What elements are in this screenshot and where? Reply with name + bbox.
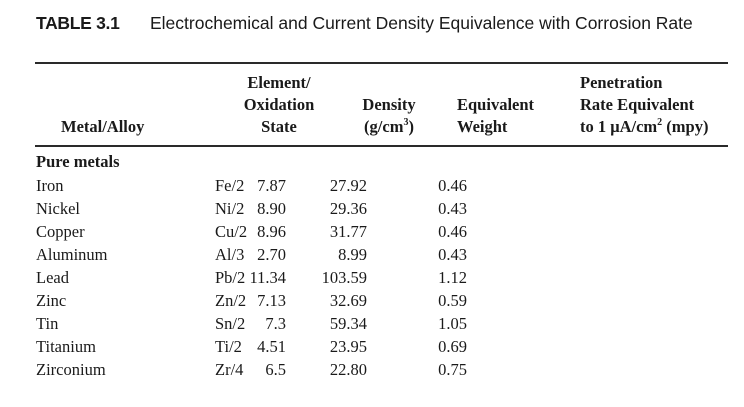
cell-equivalent-weight: 27.92 — [329, 176, 367, 195]
superscript: 2 — [657, 116, 663, 128]
table-body: Iron Fe/2 7.87 27.92 0.46 Nickel Ni/2 8.90 29.36… — [0, 174, 744, 381]
cell-penetration-rate: 0.46 — [438, 176, 467, 195]
header-unit-suffix: (mpy) — [662, 117, 709, 136]
table-row: Nickel Ni/2 8.90 29.36 0.43 — [0, 197, 744, 220]
cell-density: 6.5 — [265, 360, 286, 379]
cell-metal: Aluminum — [36, 245, 108, 264]
cell-metal: Titanium — [36, 337, 96, 356]
cell-oxidation-state: Pb/2 — [215, 268, 246, 287]
cell-density: 2.70 — [257, 245, 286, 264]
cell-metal: Zinc — [36, 291, 67, 310]
cell-equivalent-weight: 59.34 — [329, 314, 367, 333]
cell-oxidation-state: Fe/2 — [215, 176, 245, 195]
cell-penetration-rate: 0.59 — [438, 291, 467, 310]
cell-penetration-rate: 0.75 — [438, 360, 467, 379]
header-line: State — [261, 117, 297, 136]
header-density: Density (g/cm3) — [357, 94, 421, 138]
cell-equivalent-weight: 32.69 — [329, 291, 367, 310]
cell-metal: Nickel — [36, 199, 80, 218]
cell-density: 7.87 — [257, 176, 286, 195]
cell-metal: Zirconium — [36, 360, 106, 379]
table-row: Aluminum Al/3 2.70 8.99 0.43 — [0, 243, 744, 266]
cell-penetration-rate: 0.43 — [438, 245, 467, 264]
cell-density: 8.96 — [257, 222, 286, 241]
header-line: to 1 μA/cm2 (mpy) — [580, 116, 708, 138]
header-equivalent-weight: Equivalent Weight — [457, 94, 534, 138]
header-unit: to 1 μA/cm — [580, 117, 658, 136]
cell-metal: Tin — [36, 314, 59, 333]
cell-penetration-rate: 1.12 — [438, 268, 467, 287]
cell-equivalent-weight: 8.99 — [338, 245, 367, 264]
cell-metal: Lead — [36, 268, 69, 287]
table-row: Zinc Zn/2 7.13 32.69 0.59 — [0, 289, 744, 312]
header-line: Density — [362, 95, 416, 114]
header-metal-alloy: Metal/Alloy — [61, 116, 144, 138]
header-line: Metal/Alloy — [61, 117, 145, 136]
section-label-pure-metals: Pure metals — [36, 152, 120, 171]
header-line: (g/cm3) — [357, 116, 421, 138]
header-line: Penetration — [580, 73, 663, 92]
cell-equivalent-weight: 23.95 — [329, 337, 367, 356]
table-number: TABLE 3.1 — [36, 13, 120, 33]
header-line: Element/ — [247, 73, 311, 92]
cell-penetration-rate: 0.69 — [438, 337, 467, 356]
cell-penetration-rate: 0.43 — [438, 199, 467, 218]
cell-oxidation-state: Ti/2 — [215, 337, 242, 356]
table-row: Copper Cu/2 8.96 31.77 0.46 — [0, 220, 744, 243]
header-unit-close: ) — [408, 117, 414, 136]
table-row: Titanium Ti/2 4.51 23.95 0.69 — [0, 335, 744, 358]
header-line: Rate Equivalent — [580, 95, 695, 114]
cell-penetration-rate: 0.46 — [438, 222, 467, 241]
table-row: Zirconium Zr/4 6.5 22.80 0.75 — [0, 358, 744, 381]
header-line: Oxidation — [243, 95, 315, 114]
cell-density: 7.13 — [257, 291, 286, 310]
cell-penetration-rate: 1.05 — [438, 314, 467, 333]
table-row: Tin Sn/2 7.3 59.34 1.05 — [0, 312, 744, 335]
cell-oxidation-state: Al/3 — [215, 245, 245, 264]
top-rule — [35, 62, 728, 64]
header-unit: (g/cm — [364, 117, 404, 136]
cell-metal: Copper — [36, 222, 85, 241]
table-row: Lead Pb/2 11.34 103.59 1.12 — [0, 266, 744, 289]
table-title: Electrochemical and Current Density Equi… — [150, 13, 693, 33]
cell-oxidation-state: Zr/4 — [215, 360, 244, 379]
cell-density: 11.34 — [249, 268, 286, 287]
cell-equivalent-weight: 31.77 — [329, 222, 367, 241]
cell-equivalent-weight: 22.80 — [329, 360, 367, 379]
header-line: Weight — [457, 117, 508, 136]
header-element-oxidation-state: Element/ Oxidation State — [238, 72, 320, 138]
header-rule — [35, 145, 728, 147]
header-line: Equivalent — [457, 95, 535, 114]
cell-density: 4.51 — [257, 337, 286, 356]
cell-oxidation-state: Sn/2 — [215, 314, 246, 333]
cell-oxidation-state: Cu/2 — [215, 222, 248, 241]
cell-density: 8.90 — [257, 199, 286, 218]
cell-equivalent-weight: 29.36 — [329, 199, 367, 218]
cell-oxidation-state: Zn/2 — [215, 291, 247, 310]
table-row: Iron Fe/2 7.87 27.92 0.46 — [0, 174, 744, 197]
cell-oxidation-state: Ni/2 — [215, 199, 245, 218]
cell-density: 7.3 — [265, 314, 286, 333]
superscript: 3 — [403, 116, 409, 128]
cell-metal: Iron — [36, 176, 64, 195]
header-penetration-rate: Penetration Rate Equivalent to 1 μA/cm2 … — [580, 72, 708, 138]
cell-equivalent-weight: 103.59 — [321, 268, 367, 287]
